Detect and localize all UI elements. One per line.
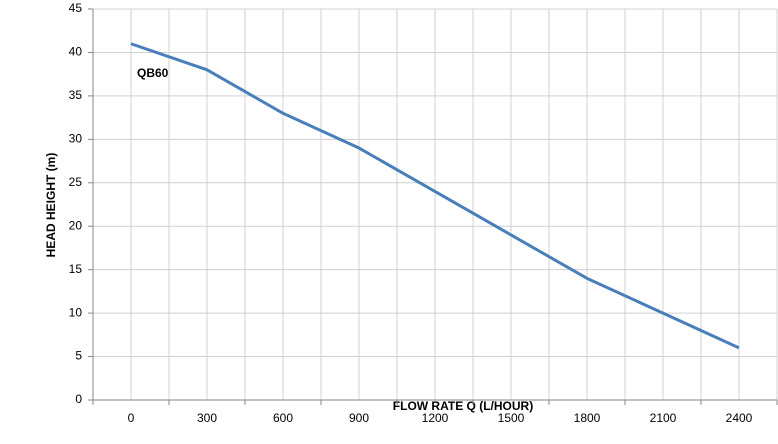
y-tick-label: 10 xyxy=(69,305,83,319)
y-tick-label: 30 xyxy=(69,132,83,146)
y-tick-label: 5 xyxy=(75,349,82,363)
x-tick-label: 2400 xyxy=(726,411,753,425)
x-tick-label: 1800 xyxy=(574,411,601,425)
data-line xyxy=(130,42,740,350)
y-tick-label: 45 xyxy=(69,1,83,15)
y-tick-label: 25 xyxy=(69,175,83,189)
x-tick-label: 2100 xyxy=(650,411,677,425)
x-tick-label: 900 xyxy=(349,411,369,425)
x-tick-label: 1500 xyxy=(498,411,525,425)
x-tick-label: 300 xyxy=(197,411,217,425)
y-tick-label: 15 xyxy=(69,262,83,276)
x-tick-label: 0 xyxy=(128,411,135,425)
y-tick-label: 35 xyxy=(69,88,83,102)
x-axis-label: FLOW RATE Q (L/HOUR) xyxy=(393,399,533,413)
x-tick-label: 600 xyxy=(273,411,293,425)
y-tick-label: 20 xyxy=(69,218,83,232)
y-tick-label: 0 xyxy=(75,392,82,406)
y-axis-label: HEAD HEIGHT (m) xyxy=(44,153,58,258)
x-tick-label: 1200 xyxy=(422,411,449,425)
y-tick-label: 40 xyxy=(69,45,83,59)
series-label: QB60 xyxy=(137,66,169,80)
